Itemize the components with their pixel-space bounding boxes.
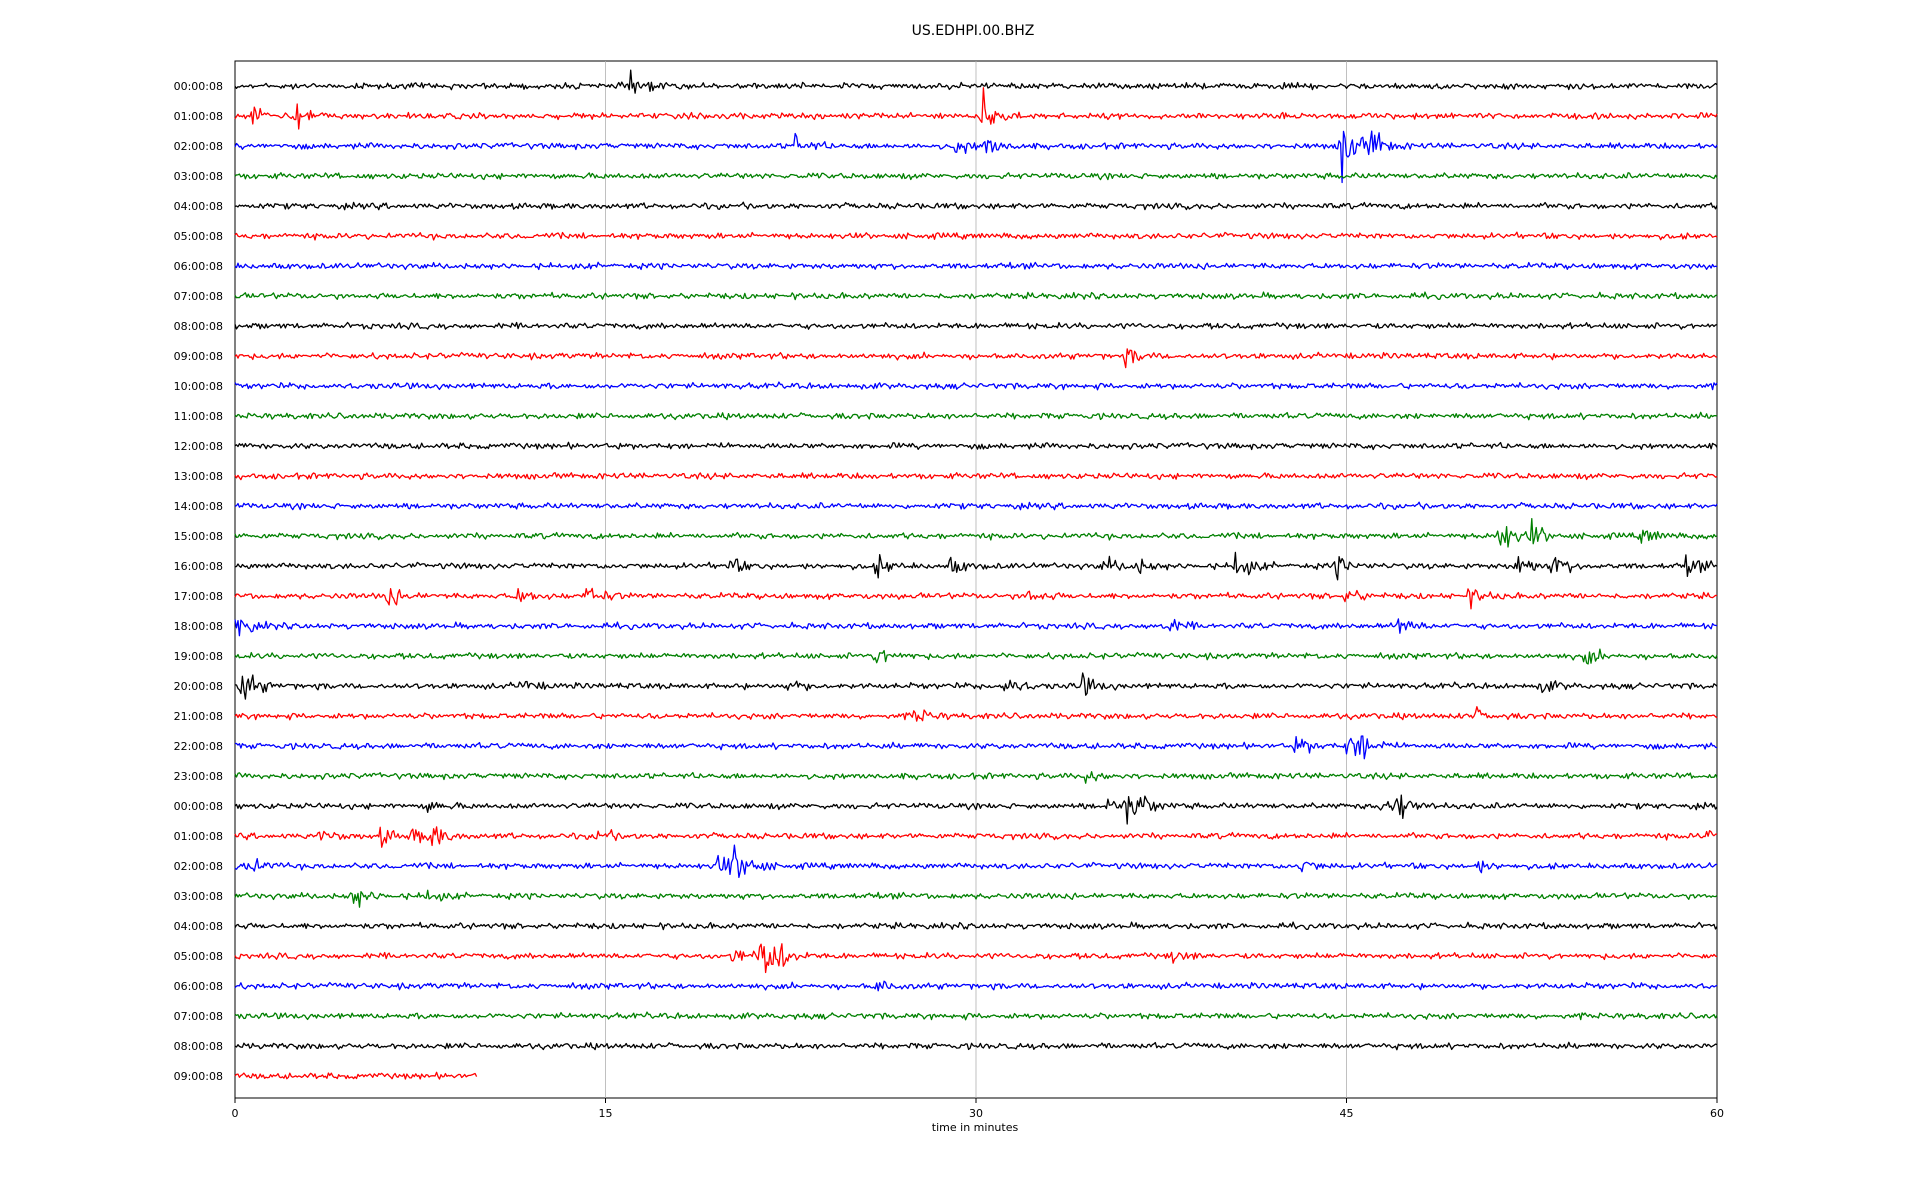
- row-time-label: 09:00:08: [174, 1070, 223, 1083]
- trace-line: [234, 201, 1718, 211]
- row-time-label: 18:00:08: [174, 620, 223, 633]
- x-tick-label: 15: [599, 1107, 613, 1120]
- row-time-label: 13:00:08: [174, 470, 223, 483]
- row-time-label: 15:00:08: [174, 530, 223, 543]
- x-axis-label: time in minutes: [932, 1121, 1019, 1134]
- trace-line: [234, 1071, 478, 1080]
- trace-line: [234, 69, 1718, 94]
- row-time-label: 09:00:08: [174, 350, 223, 363]
- trace-line: [234, 844, 1718, 879]
- trace-line: [234, 261, 1718, 271]
- trace-line: [234, 648, 1718, 665]
- row-time-label: 05:00:08: [174, 950, 223, 963]
- row-time-label: 03:00:08: [174, 170, 223, 183]
- x-tick-label: 45: [1340, 1107, 1354, 1120]
- row-time-label: 21:00:08: [174, 710, 223, 723]
- trace-line: [234, 381, 1718, 391]
- row-time-label: 11:00:08: [174, 410, 223, 423]
- row-time-label: 04:00:08: [174, 920, 223, 933]
- trace-line: [234, 348, 1718, 369]
- trace-line: [234, 794, 1718, 825]
- row-time-label: 02:00:08: [174, 860, 223, 873]
- x-tick-label: 0: [232, 1107, 239, 1120]
- row-time-label: 08:00:08: [174, 320, 223, 333]
- trace-line: [234, 706, 1718, 722]
- trace-line: [234, 826, 1718, 848]
- row-time-label: 22:00:08: [174, 740, 223, 753]
- row-time-label: 00:00:08: [174, 80, 223, 93]
- row-time-label: 14:00:08: [174, 500, 223, 513]
- row-time-label: 03:00:08: [174, 890, 223, 903]
- row-time-label: 16:00:08: [174, 560, 223, 573]
- trace-line: [234, 231, 1718, 241]
- row-time-label: 00:00:08: [174, 800, 223, 813]
- trace-line: [234, 472, 1718, 481]
- trace-line: [234, 501, 1718, 511]
- row-time-label: 17:00:08: [174, 590, 223, 603]
- row-time-label: 02:00:08: [174, 140, 223, 153]
- trace-line: [234, 172, 1718, 181]
- x-tick-label: 60: [1710, 1107, 1724, 1120]
- row-time-label: 06:00:08: [174, 980, 223, 993]
- row-time-label: 08:00:08: [174, 1040, 223, 1053]
- trace-line: [234, 672, 1718, 700]
- row-time-label: 01:00:08: [174, 830, 223, 843]
- row-time-label: 04:00:08: [174, 200, 223, 213]
- trace-line: [234, 321, 1718, 330]
- trace-line: [234, 943, 1718, 974]
- trace-group: [234, 69, 1718, 1080]
- trace-line: [234, 889, 1718, 908]
- trace-line: [234, 130, 1718, 184]
- trace-line: [234, 1011, 1718, 1021]
- row-time-label: 05:00:08: [174, 230, 223, 243]
- row-time-label: 07:00:08: [174, 290, 223, 303]
- trace-line: [235, 735, 1718, 760]
- row-time-label: 07:00:08: [174, 1010, 223, 1023]
- trace-line: [234, 291, 1718, 301]
- trace-line: [234, 441, 1718, 451]
- trace-line: [234, 980, 1718, 992]
- trace-line: [234, 1041, 1718, 1051]
- trace-line: [234, 551, 1718, 581]
- row-time-labels: 00:00:08 01:00:08 02:00:08 03:00:08 04:00:08…: [174, 80, 223, 1083]
- chart-title: US.EDHPI.00.BHZ: [912, 23, 1035, 39]
- grid-lines: [605, 61, 1347, 1098]
- row-time-label: 23:00:08: [174, 770, 223, 783]
- trace-line: [234, 618, 1718, 637]
- row-time-label: 06:00:08: [174, 260, 223, 273]
- trace-line: [234, 517, 1718, 548]
- row-time-label: 19:00:08: [174, 650, 223, 663]
- row-time-label: 12:00:08: [174, 440, 223, 453]
- row-time-label: 01:00:08: [174, 110, 223, 123]
- x-tick-label: 30: [969, 1107, 983, 1120]
- trace-line: [234, 87, 1718, 130]
- trace-line: [234, 587, 1718, 610]
- row-time-label: 20:00:08: [174, 680, 223, 693]
- trace-line: [234, 411, 1718, 421]
- trace-line: [234, 921, 1718, 931]
- x-axis-ticks: 0 15 30 45 60: [232, 1098, 1724, 1120]
- row-time-label: 10:00:08: [174, 380, 223, 393]
- trace-line: [234, 771, 1718, 784]
